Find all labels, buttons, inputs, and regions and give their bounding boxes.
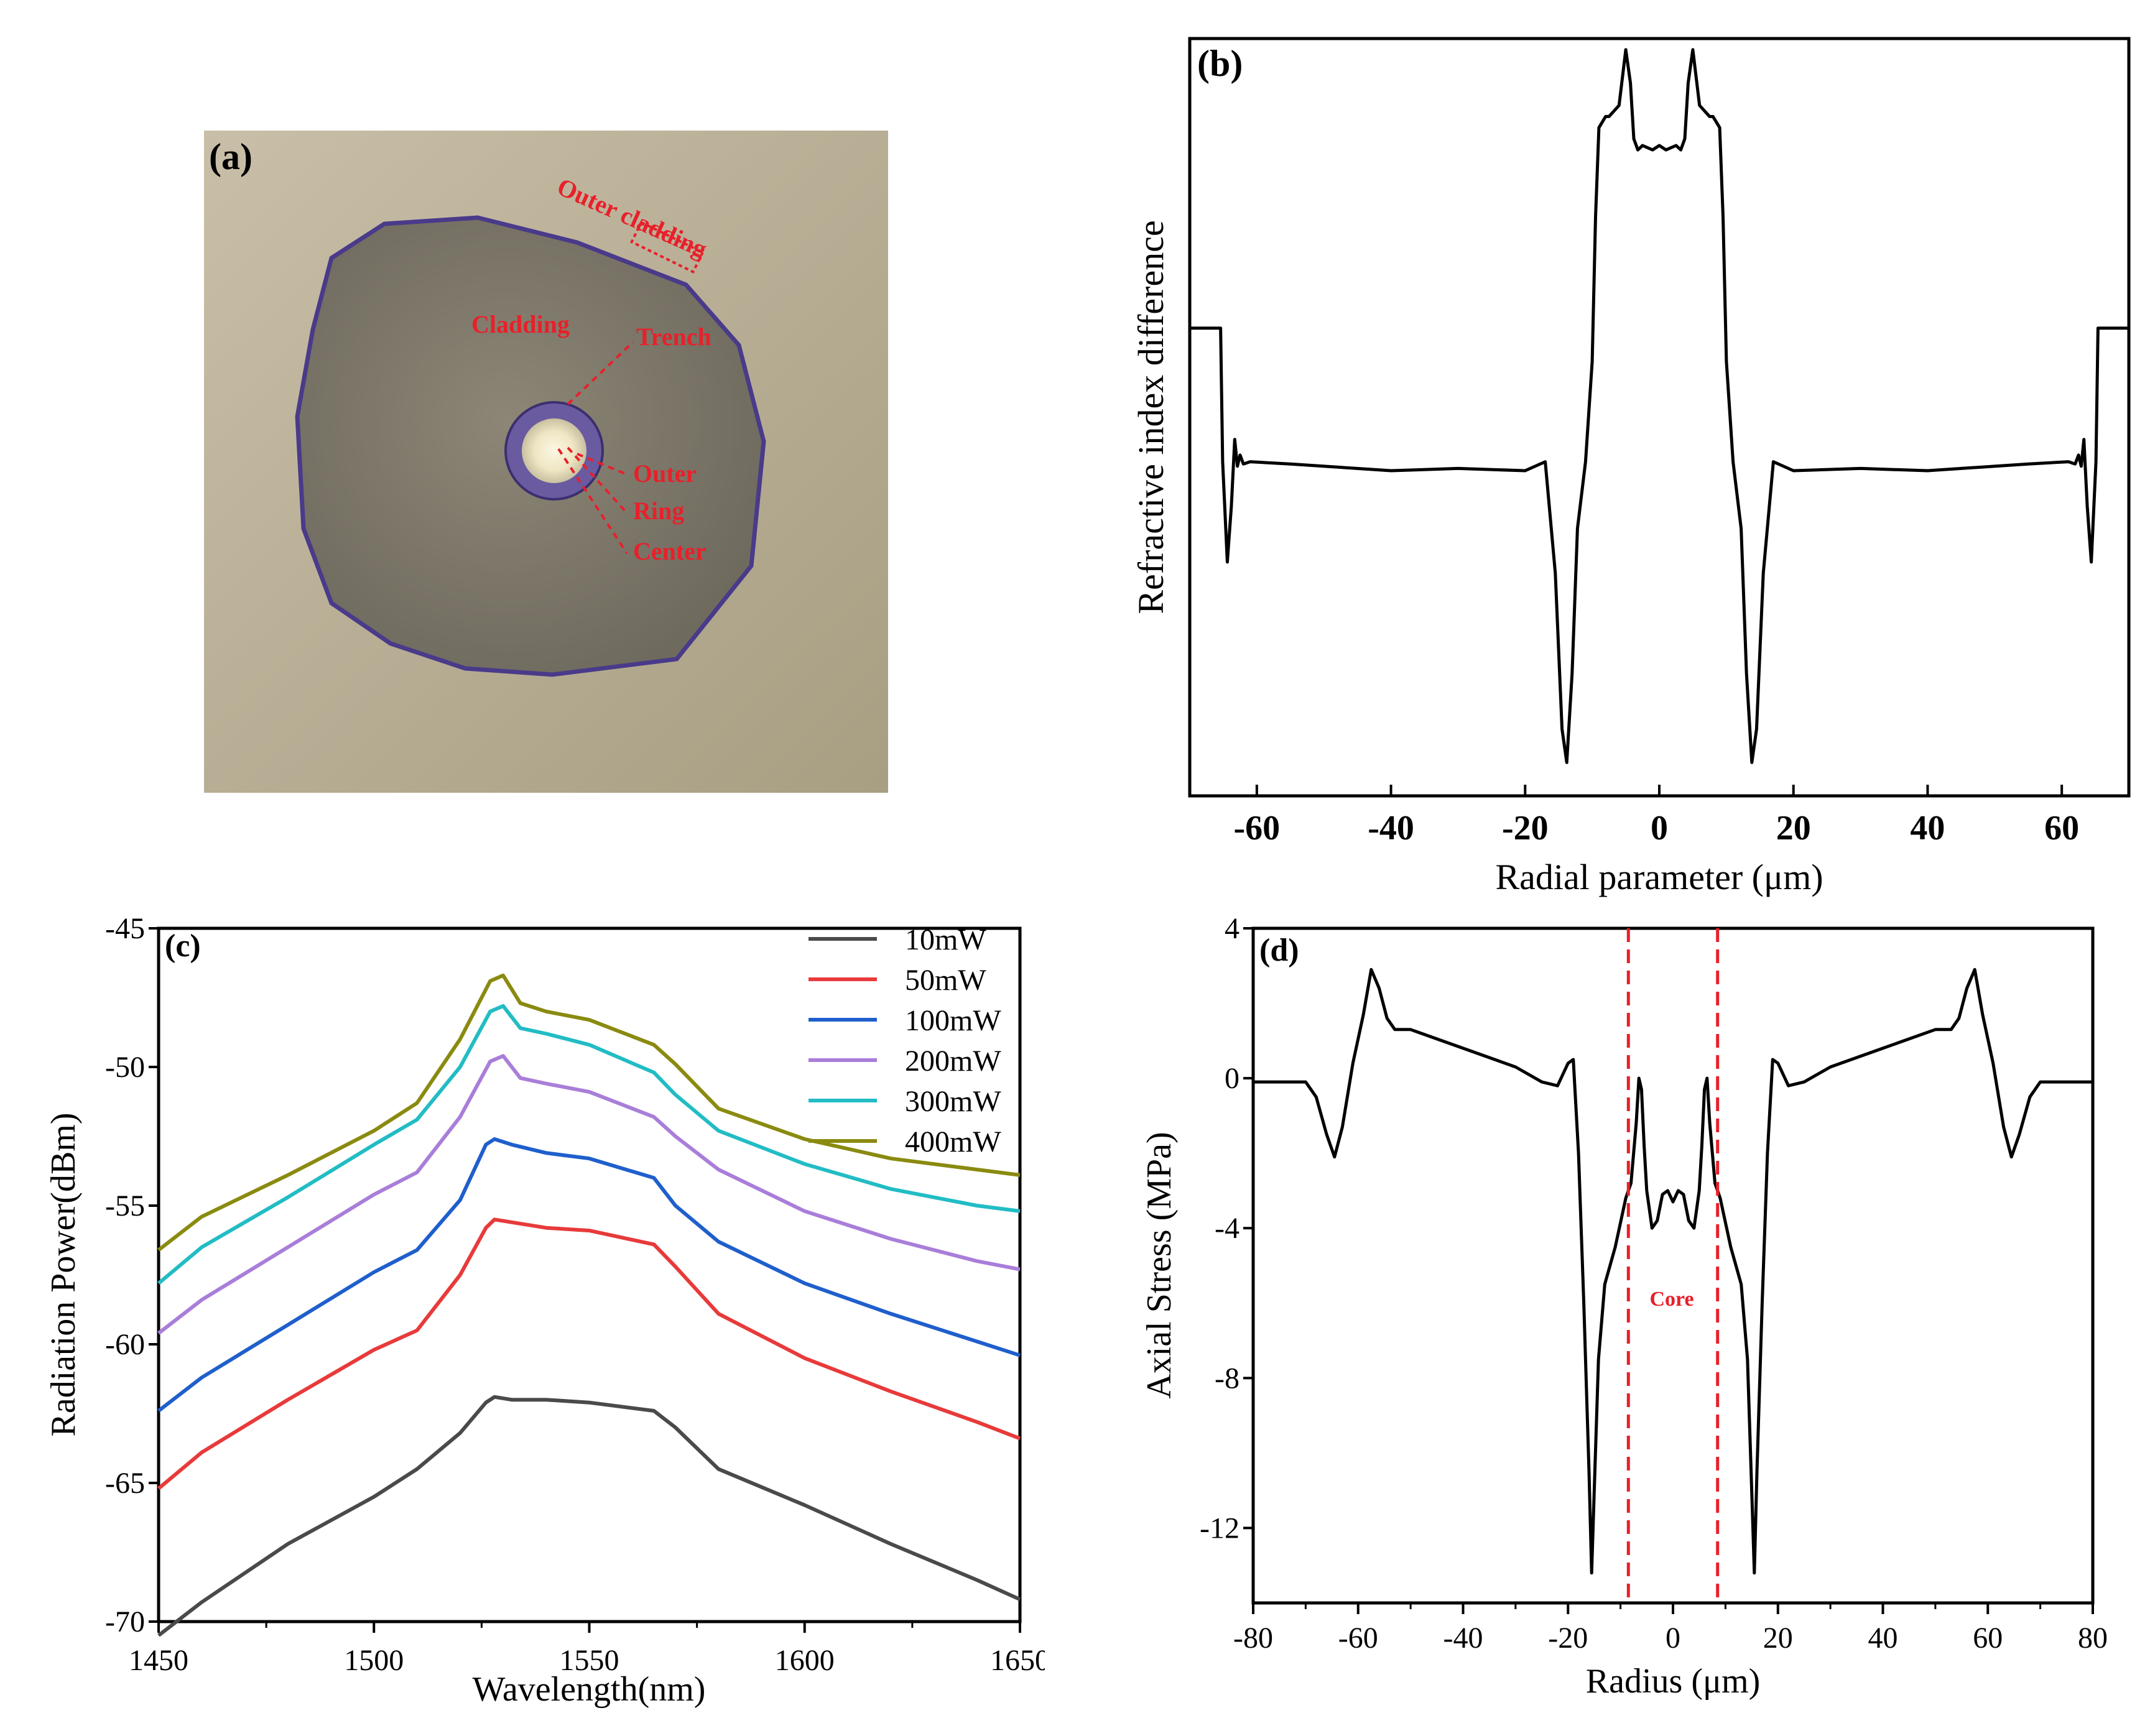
panel-c-label: (c) (165, 928, 201, 964)
series-line-400mW (157, 973, 1021, 1252)
annotation-cladding: Cladding (471, 310, 570, 338)
x-tick-label: 1550 (560, 1644, 619, 1677)
y-tick-label: -70 (105, 1605, 145, 1638)
y-tick-label: -4 (1215, 1212, 1239, 1245)
legend-label: 10mW (905, 923, 986, 956)
x-tick-label: 1450 (129, 1644, 188, 1677)
x-tick-label: 0 (1666, 1622, 1680, 1655)
series-line-100mW (157, 1137, 1021, 1413)
x-tick-label: 20 (1763, 1622, 1793, 1655)
y-tick-label: 0 (1225, 1062, 1239, 1095)
y-axis-label: Radiation Power(dBm) (44, 1112, 83, 1436)
y-tick-label: -45 (105, 914, 145, 945)
refractive-index-chart: (b) -60 -40 -20 0 20 40 60 Radial parameter (μ… (1131, 37, 2131, 897)
x-tick-label: -60 (1338, 1622, 1378, 1655)
legend-label: 100mW (905, 1004, 1001, 1037)
y-axis-label: Refractive index difference (1132, 220, 1171, 614)
plot-frame (1188, 37, 2131, 798)
y-tick-label: 4 (1225, 914, 1239, 945)
x-tick-label: -20 (1502, 809, 1549, 847)
fiber-cross-section-image: (a) Outer cladding Cladding Trench Outer… (204, 131, 888, 793)
panel-a-photo: (a) Outer cladding Cladding Trench Outer… (204, 131, 888, 793)
y-tick-label: -60 (105, 1328, 145, 1361)
x-tick-label: 20 (1776, 809, 1811, 847)
y-axis-label: Axial Stress (MPa) (1140, 1132, 1179, 1398)
x-tick-label: 1500 (344, 1644, 404, 1677)
x-tick-label: 60 (1973, 1622, 2003, 1655)
panel-d-chart: (d) -80 -60 -40 -20 0 20 40 60 80 4 0 -4 -8 -12 Core … (1132, 912, 2150, 1722)
annotation-ring: Ring (633, 497, 684, 525)
x-tick-label: 60 (2044, 809, 2079, 847)
panel-b-label: (b) (1197, 43, 1243, 84)
x-tick-label: -60 (1234, 809, 1281, 847)
y-tick-label: -55 (105, 1189, 145, 1222)
series-line-0 (1253, 967, 2093, 1575)
annotation-center: Center (633, 537, 707, 565)
annotation-outer: Outer (633, 459, 697, 487)
series-line-0 (1190, 48, 2129, 764)
legend-label: 300mW (905, 1085, 1001, 1118)
y-tick-label: -50 (105, 1051, 145, 1084)
plot-frame (1251, 926, 2095, 1605)
panel-b-chart: (b) -60 -40 -20 0 20 40 60 Radial parameter (μ… (1131, 25, 2150, 920)
series-line-200mW (157, 1054, 1021, 1335)
fiber-core (522, 418, 586, 483)
series-line-10mW (157, 1395, 1021, 1637)
series-line-300mW (157, 1004, 1021, 1285)
x-tick-label: -40 (1443, 1622, 1483, 1655)
series-line-50mW (157, 1217, 1021, 1490)
plot-frame (157, 926, 1022, 1623)
legend-label: 400mW (905, 1125, 1001, 1158)
x-axis-label: Radius (μm) (1586, 1662, 1760, 1701)
radiation-power-chart: (c) 1450 1500 1550 1600 1650 -70 -65 -60 -55 -50 -… (44, 912, 1050, 1709)
x-tick-label: -80 (1233, 1622, 1273, 1655)
x-tick-label: 80 (2078, 1622, 2108, 1655)
y-tick-label: -12 (1200, 1512, 1239, 1544)
panel-a-label: (a) (209, 136, 253, 177)
x-tick-label: 40 (1868, 1622, 1898, 1655)
x-tick-label: 1650 (990, 1644, 1045, 1677)
x-tick-label: -40 (1368, 809, 1414, 847)
x-tick-label: 40 (1910, 809, 1945, 847)
panel-d-label: (d) (1259, 933, 1299, 968)
x-tick-label: 0 (1651, 809, 1668, 847)
annotation-trench: Trench (636, 323, 711, 351)
legend-label: 50mW (905, 964, 986, 997)
x-axis-label: Wavelength(nm) (473, 1670, 706, 1709)
x-axis-label: Radial parameter (μm) (1495, 857, 1823, 897)
x-tick-label: 1600 (775, 1644, 835, 1677)
annotation-leader-lines (557, 341, 634, 555)
panel-c-chart: (c) 1450 1500 1550 1600 1650 -70 -65 -60 -55 -50 -… (37, 912, 1050, 1722)
x-tick-label: -20 (1548, 1622, 1588, 1655)
legend-label: 200mW (905, 1045, 1001, 1078)
y-tick-label: -65 (105, 1467, 145, 1500)
core-annotation: Core (1649, 1288, 1694, 1311)
y-tick-label: -8 (1215, 1362, 1239, 1395)
